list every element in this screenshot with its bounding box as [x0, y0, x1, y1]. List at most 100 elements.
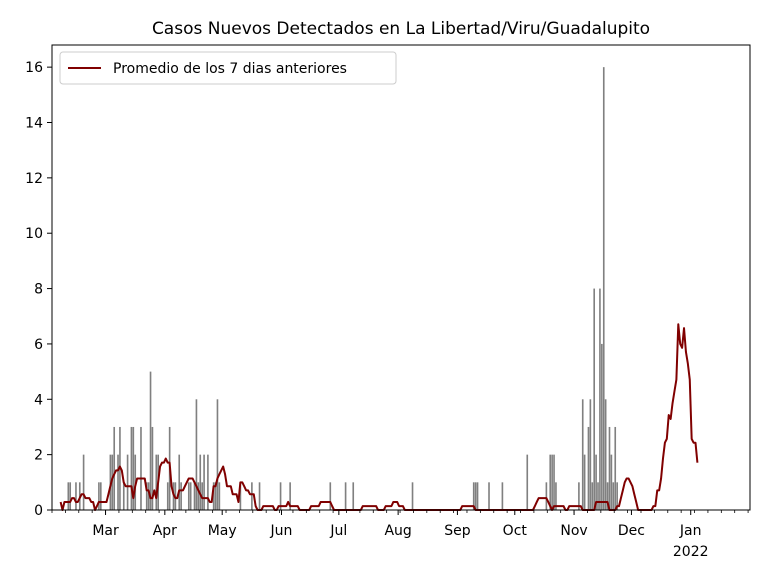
x-tick-label: Mar [92, 523, 119, 539]
bar-mark [591, 482, 594, 510]
bar-mark [197, 482, 200, 510]
bar-mark [597, 482, 599, 510]
bar-mark [82, 454, 85, 510]
bar-mark [549, 454, 552, 510]
y-tick-label: 10 [25, 226, 43, 242]
bar-mark [147, 482, 150, 510]
y-tick-label: 4 [34, 392, 43, 408]
bar-mark [214, 482, 217, 510]
bar-mark [501, 482, 504, 510]
bar-mark [279, 482, 282, 510]
y-tick-label: 0 [34, 503, 43, 519]
bar-mark [199, 454, 202, 510]
x-tick-label: Sep [444, 523, 471, 539]
bar-mark [551, 454, 553, 510]
bar-mark [604, 399, 607, 510]
bar-mark [593, 288, 596, 510]
bar-mark [583, 454, 586, 510]
axes-layer: 0 2 4 6 8 10 12 14 16 Mar Apr May Jun Jul Aug Sep Oct Nov… [25, 44, 751, 560]
bar-mark [616, 482, 618, 510]
bar-mark [488, 482, 490, 510]
bar-mark [180, 482, 182, 510]
bar-mark [610, 454, 613, 510]
y-tick-label: 16 [25, 60, 43, 76]
bar-mark [151, 426, 154, 510]
bar-mark [289, 482, 291, 510]
bar-mark [553, 454, 555, 510]
y-tick-label: 8 [34, 282, 43, 298]
bar-mark [178, 454, 181, 510]
bar-mark [98, 482, 100, 510]
bar-mark [187, 482, 190, 510]
bar-mark [587, 426, 590, 510]
x-tick-label: Jan [679, 523, 702, 539]
bar-mark [67, 482, 70, 510]
x-tick-label: Aug [384, 523, 411, 539]
bar-mark [239, 482, 242, 510]
legend-box [59, 51, 397, 85]
bar-mark [155, 454, 158, 510]
x-tick-label: Jul [329, 523, 347, 539]
bar-mark [100, 482, 102, 510]
legend: Promedio de los 7 dias anteriores [59, 51, 397, 85]
bar-mark [614, 426, 617, 510]
bar-mark [589, 399, 592, 510]
bar-mark [608, 426, 611, 510]
bar-mark [140, 426, 142, 510]
bar-mark [595, 454, 597, 510]
bar-mark [113, 426, 116, 510]
bar-mark [352, 482, 355, 510]
bar-mark [126, 454, 129, 510]
bar-mark [472, 482, 475, 510]
bar-mark [329, 482, 332, 510]
bar-mark [212, 482, 215, 510]
bar-mark [581, 399, 584, 510]
bar-mark [602, 67, 605, 510]
bar-mark [130, 426, 133, 510]
bar-mark [145, 482, 148, 510]
bar-mark [189, 482, 192, 510]
bar-mark [606, 482, 609, 510]
x-tick-label: Jun [270, 523, 293, 539]
bar-mark [344, 482, 347, 510]
x-tick-label: May [208, 523, 237, 539]
bar-mark [411, 482, 414, 510]
bar-mark [526, 454, 529, 510]
bar-mark [203, 454, 205, 510]
bar-mark [117, 454, 119, 510]
y-tick-label: 12 [25, 171, 43, 187]
x-tick-label: Dec [618, 523, 645, 539]
bar-mark [578, 482, 580, 510]
bar-mark [75, 482, 77, 510]
legend-label: Promedio de los 7 dias anteriores [113, 61, 347, 77]
bar-mark [251, 482, 253, 510]
bar-mark [122, 482, 125, 510]
bar-mark [476, 482, 479, 510]
bar-mark [207, 454, 209, 510]
x-tick-label: Nov [560, 523, 587, 539]
bar-mark [132, 426, 135, 510]
bar-mark [69, 482, 72, 510]
plot-frame [51, 44, 751, 511]
x-tick-label: Apr [153, 523, 177, 539]
bar-mark [545, 482, 548, 510]
bar-mark [258, 482, 261, 510]
y-tick-label: 2 [34, 448, 43, 464]
bars-layer [67, 67, 618, 510]
bar-mark [599, 288, 601, 510]
bar-mark [195, 399, 198, 510]
bar-mark [149, 371, 152, 510]
y-tick-label: 14 [25, 116, 43, 132]
chart-title: Casos Nuevos Detectados en La Libertad/V… [152, 19, 650, 39]
x-tick-label: Oct [503, 523, 528, 539]
bar-mark [166, 482, 169, 510]
y-tick-label: 6 [34, 337, 43, 353]
bar-mark [216, 399, 219, 510]
bar-mark [612, 482, 615, 510]
bar-mark [218, 482, 221, 510]
bar-mark [601, 343, 603, 510]
x-tick-year-label: 2022 [673, 544, 709, 560]
